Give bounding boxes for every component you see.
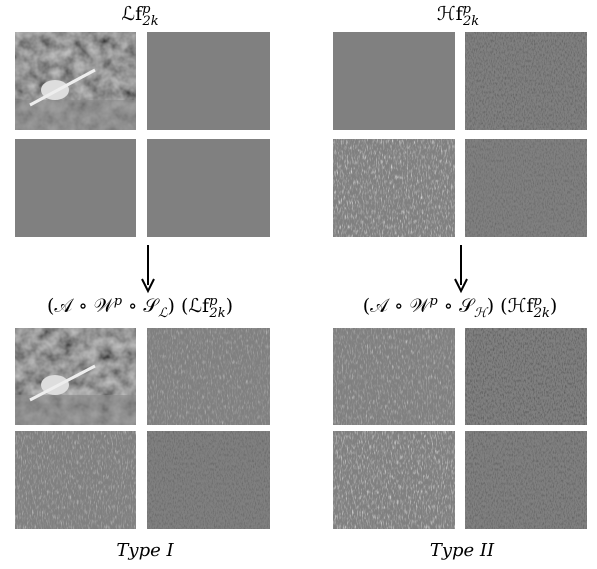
label-part: 2k: [462, 14, 479, 29]
flat-panel: [147, 139, 270, 237]
label-part: ) (ℋf: [487, 295, 536, 317]
detail-panel: [333, 328, 455, 425]
detail-panel: [465, 328, 587, 425]
label-part: ∘ 𝒮: [438, 295, 476, 317]
label-part: ): [550, 295, 557, 317]
figure: Type I Type II ℒfp2k ℋfp2k (𝒜 ∘ 𝒲p ∘ 𝒮ℒ) (…: [0, 0, 597, 569]
flat-panel: [15, 139, 136, 237]
label-part: ℋf: [437, 3, 465, 25]
label-part: 2k: [141, 14, 158, 29]
detail-panel: [333, 431, 455, 529]
arrow: [142, 245, 467, 291]
label-part: 2k: [533, 306, 550, 321]
flat-panel: [333, 32, 455, 130]
label-part: ℒf: [121, 3, 144, 25]
label-part: ) (ℒf: [168, 295, 212, 317]
detail-panel: [465, 139, 587, 237]
label-part: 2k: [208, 306, 225, 321]
flat-panel: [147, 32, 270, 130]
photo-panel: [15, 328, 136, 425]
photo-panel: [15, 32, 136, 130]
label-part: (𝒜 ∘ 𝒲: [47, 295, 116, 317]
caption: Type I: [116, 540, 174, 561]
detail-panel: [15, 431, 136, 529]
caption: Type II: [430, 540, 495, 561]
detail-panel: [465, 431, 587, 529]
detail-panel: [147, 431, 270, 529]
detail-panel: [147, 328, 270, 425]
detail-panel: [465, 32, 587, 130]
label-part: ): [226, 295, 233, 317]
detail-panel: [333, 139, 455, 237]
label-part: ∘ 𝒮: [122, 295, 160, 317]
label-part: (𝒜 ∘ 𝒲: [363, 295, 432, 317]
